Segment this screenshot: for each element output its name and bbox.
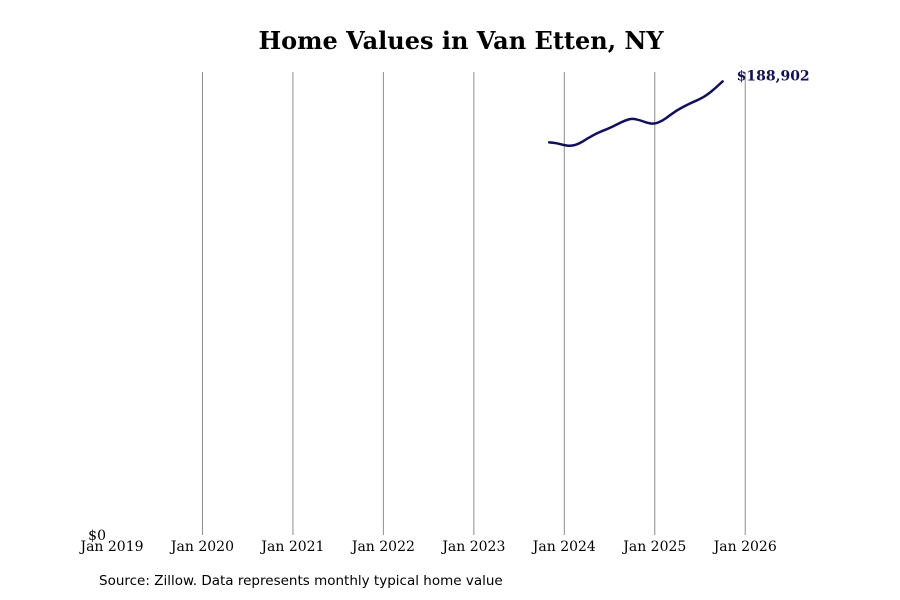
x-tick-label: Jan 2022 (350, 539, 415, 555)
x-tick-label: Jan 2025 (621, 539, 686, 555)
x-tick-label: Jan 2024 (531, 539, 596, 555)
y-tick-label: $0 (88, 528, 106, 544)
source-note: Source: Zillow. Data represents monthly … (99, 573, 503, 589)
x-tick-label: Jan 2019 (78, 539, 143, 555)
series-line (547, 80, 724, 148)
end-label-layer: $188,902 (737, 68, 810, 84)
x-tick-labels: Jan 2019 Jan 2020 Jan 2021 Jan 2022 Jan 2023… (78, 539, 776, 555)
x-tick-label: Jan 2021 (259, 539, 324, 555)
x-tick-label: Jan 2020 (169, 539, 234, 555)
x-tick-label: Jan 2023 (440, 539, 505, 555)
y-tick-labels: $0 (88, 528, 106, 544)
end-value-label: $188,902 (737, 68, 810, 84)
series-layer (547, 80, 724, 148)
vertical-gridlines (201, 72, 746, 535)
chart-title: Home Values in Van Etten, NY (258, 26, 664, 55)
x-tick-label: Jan 2026 (712, 539, 777, 555)
